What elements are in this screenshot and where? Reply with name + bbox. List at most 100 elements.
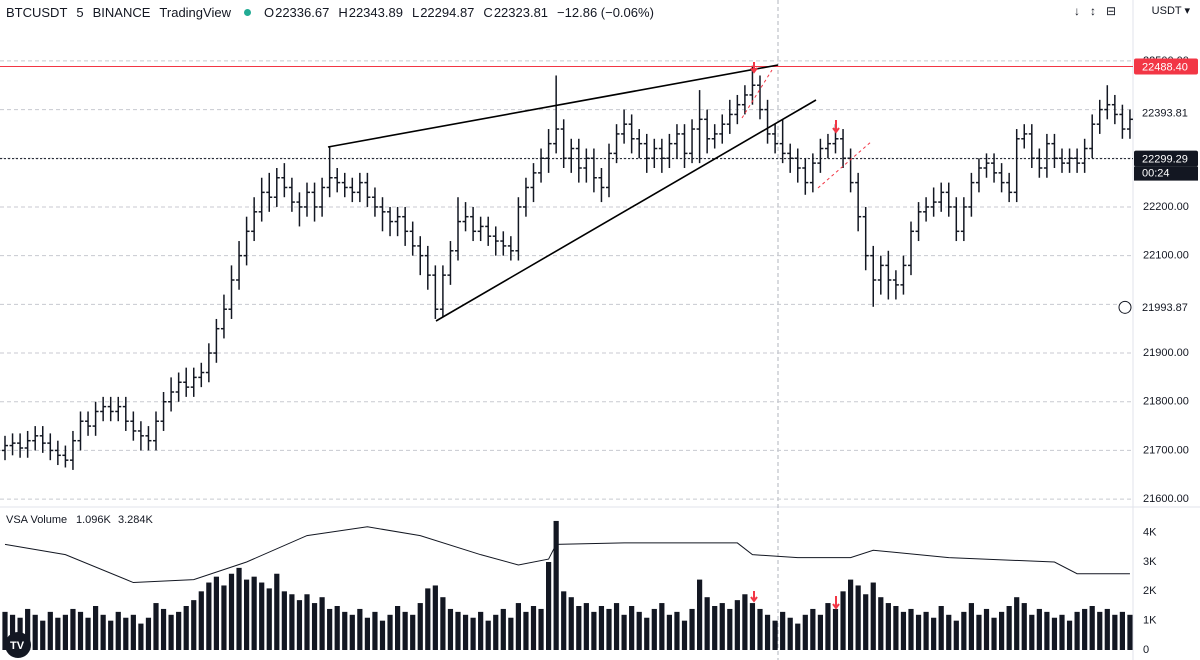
volume-bar	[659, 603, 665, 650]
pane-legend-value: 1.096K	[76, 514, 112, 526]
volume-bar	[304, 594, 310, 650]
volume-bar	[613, 603, 620, 650]
volume-bar	[727, 608, 733, 650]
currency-label[interactable]: USDT	[1151, 5, 1182, 17]
toolbar-icons[interactable]: ↓↕⊟	[1074, 4, 1127, 18]
volume-bar	[145, 617, 152, 650]
volume-bar	[1119, 611, 1125, 650]
volume-bar	[848, 579, 854, 650]
volume-bar	[1066, 620, 1073, 650]
volume-bar	[644, 617, 650, 650]
volume-bar	[538, 608, 544, 650]
volume-bar	[976, 614, 982, 650]
exchange: BINANCE	[92, 4, 151, 20]
volume-bar	[1036, 608, 1042, 650]
volume-bar	[455, 611, 461, 650]
volume-bar	[266, 588, 272, 650]
volume-bar	[115, 611, 121, 650]
volume-bar	[1029, 614, 1035, 650]
arrow-down	[832, 596, 840, 610]
volume-bar	[810, 608, 816, 650]
volume-bar	[870, 582, 876, 650]
volume-bar	[712, 606, 718, 650]
volume-bar	[968, 603, 974, 650]
volume-bar	[478, 611, 484, 650]
pane-legend-value: 3.284K	[118, 514, 154, 526]
volume-bar	[493, 614, 499, 650]
volume-bar	[908, 608, 914, 650]
volume-bar	[289, 594, 295, 650]
volume-bar	[636, 611, 642, 650]
volume-bar	[387, 614, 393, 650]
c-value: 22323.81	[493, 4, 549, 20]
volume-bar	[417, 603, 423, 650]
symbol[interactable]: BTCUSDT	[6, 4, 68, 20]
volume-bar	[349, 614, 355, 650]
price-label: 22393.81	[1142, 107, 1188, 119]
volume-bar	[138, 623, 144, 650]
header: BTCUSDT 5 BINANCE TradingView O 22336.67 …	[6, 3, 654, 21]
volume-bar	[221, 585, 227, 650]
volume-bar	[9, 614, 16, 650]
volume-bar	[878, 597, 884, 650]
y-tick-label: 0	[1143, 644, 1149, 656]
logo-mark: TV	[10, 640, 25, 652]
volume-bar	[530, 606, 537, 650]
volume-bar	[961, 611, 967, 650]
volume-bar	[576, 606, 582, 650]
volume-bar	[523, 611, 529, 650]
c-key: C	[483, 4, 493, 20]
volume-bar	[681, 620, 688, 650]
volume-bar	[1097, 611, 1103, 650]
interval[interactable]: 5	[76, 4, 84, 20]
volume-bar	[281, 591, 287, 650]
volume-bar	[674, 611, 680, 650]
volume-bar	[651, 608, 657, 650]
volume-bar	[666, 614, 672, 650]
volume-bar	[697, 579, 703, 650]
volume-bar	[606, 608, 612, 650]
volume-bar	[25, 608, 31, 650]
volume-bar	[296, 600, 303, 650]
volume-bar	[1014, 597, 1020, 650]
volume-bar	[40, 620, 46, 650]
volume-bar	[244, 579, 250, 650]
volume-ma	[4, 526, 1130, 584]
price-label: 21993.87	[1142, 302, 1188, 314]
volume-bar	[1074, 611, 1080, 650]
volume-bar	[153, 603, 159, 650]
volume-bar	[462, 614, 469, 650]
volume-bar	[1127, 614, 1133, 650]
price-badge	[1134, 299, 1198, 316]
volume-bar	[108, 620, 114, 650]
h-value: 22343.89	[348, 4, 403, 20]
currency[interactable]: USDT ▾	[1151, 5, 1190, 17]
trendline[interactable]	[327, 64, 779, 148]
volume-bar	[863, 594, 869, 650]
volume-bar	[1082, 608, 1088, 650]
volume-bar	[55, 617, 61, 650]
volume-bar	[1051, 617, 1058, 650]
volume-bar	[425, 588, 431, 650]
volume-bar	[764, 614, 771, 650]
price-badge	[1134, 58, 1198, 75]
trendline[interactable]	[435, 99, 817, 322]
price-badge	[1134, 104, 1198, 121]
volume-bar	[364, 617, 370, 650]
volume-bar	[742, 594, 748, 650]
volume-bar	[915, 614, 922, 650]
logo[interactable]	[5, 632, 31, 658]
volume-bar	[213, 576, 219, 650]
volume-bar	[591, 611, 597, 650]
volume-bar	[485, 620, 491, 650]
l-value: 22294.87	[420, 4, 475, 20]
volume-bar	[983, 608, 990, 650]
volume-bar	[825, 603, 831, 650]
y-tick-label: 21600.00	[1143, 493, 1189, 505]
volume-bar	[85, 617, 91, 650]
volume-bar	[885, 603, 891, 650]
volume-bar	[100, 614, 106, 650]
volume-bar	[402, 611, 408, 650]
